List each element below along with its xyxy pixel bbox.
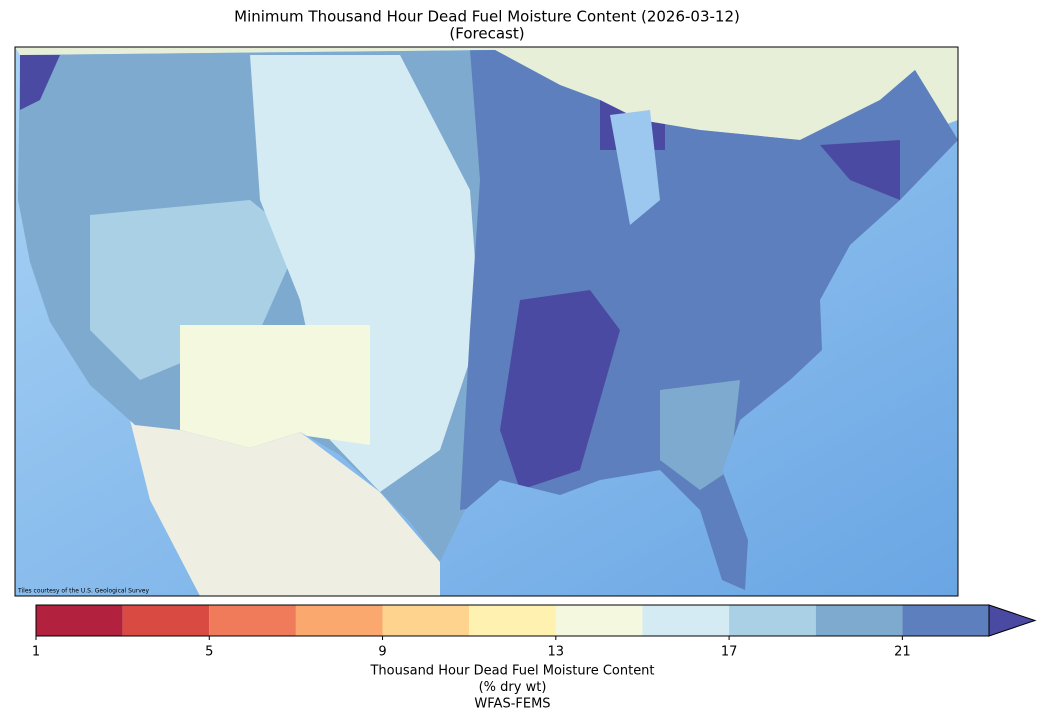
- region: [820, 140, 900, 200]
- colorbar-label: WFAS-FEMS: [474, 697, 550, 712]
- region: [20, 55, 60, 110]
- subtitle: (Forecast): [449, 25, 524, 43]
- colorbar-label: (% dry wt): [479, 680, 547, 695]
- colorbar-segment: [36, 605, 123, 636]
- region: [180, 325, 370, 450]
- title: Minimum Thousand Hour Dead Fuel Moisture…: [234, 8, 740, 26]
- region: [660, 380, 740, 490]
- colorbar-label: Thousand Hour Dead Fuel Moisture Content: [369, 664, 654, 679]
- credit: Tiles courtesy of the U.S. Geological Su…: [17, 588, 149, 595]
- colorbar-segment: [209, 605, 296, 636]
- colorbar-segment: [469, 605, 556, 636]
- map: Tiles courtesy of the U.S. Geological Su…: [15, 47, 958, 596]
- colorbar-segment: [642, 605, 730, 636]
- colorbar-segment: [815, 605, 903, 636]
- colorbar-segment: [729, 605, 816, 636]
- colorbar: 1 5 9 13 17 21 Thousand Hour Dead Fuel Moistur…: [32, 604, 1037, 712]
- colorbar-tick-label: 5: [205, 645, 213, 660]
- colorbar-tick-label: 17: [721, 645, 738, 660]
- colorbar-frame: [35, 604, 990, 637]
- region: [250, 55, 480, 492]
- colorbar-segment: [555, 605, 643, 636]
- lake-michigan: [610, 110, 660, 225]
- colorbar-segment: [122, 605, 210, 636]
- fuel-moisture-field: [18, 50, 958, 590]
- mexico-land: [130, 420, 440, 596]
- colorbar-segment: [902, 605, 989, 636]
- colorbar-tick-label: 1: [32, 645, 40, 660]
- colorbar-tick-label: 9: [378, 645, 386, 660]
- colorbar-tick-label: 21: [894, 645, 911, 660]
- region: [500, 290, 620, 490]
- colorbar-extension: [988, 604, 1037, 637]
- colorbar-segment: [295, 605, 383, 636]
- colorbar-tick-label: 13: [548, 645, 565, 660]
- map-frame: [14, 46, 959, 597]
- colorbar-segment: [382, 605, 470, 636]
